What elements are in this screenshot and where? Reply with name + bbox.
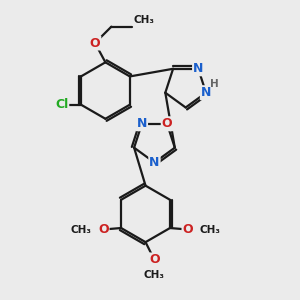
Text: N: N	[149, 156, 160, 169]
Text: O: O	[162, 117, 172, 130]
Text: N: N	[193, 62, 203, 75]
Text: O: O	[90, 37, 100, 50]
Text: N: N	[201, 86, 211, 99]
Text: O: O	[98, 223, 109, 236]
Text: CH₃: CH₃	[71, 224, 92, 235]
Text: CH₃: CH₃	[144, 270, 165, 280]
Text: Cl: Cl	[55, 98, 68, 111]
Text: O: O	[149, 254, 160, 266]
Text: N: N	[137, 117, 147, 130]
Text: CH₃: CH₃	[199, 224, 220, 235]
Text: O: O	[182, 223, 193, 236]
Text: CH₃: CH₃	[134, 15, 155, 25]
Text: H: H	[210, 80, 219, 89]
